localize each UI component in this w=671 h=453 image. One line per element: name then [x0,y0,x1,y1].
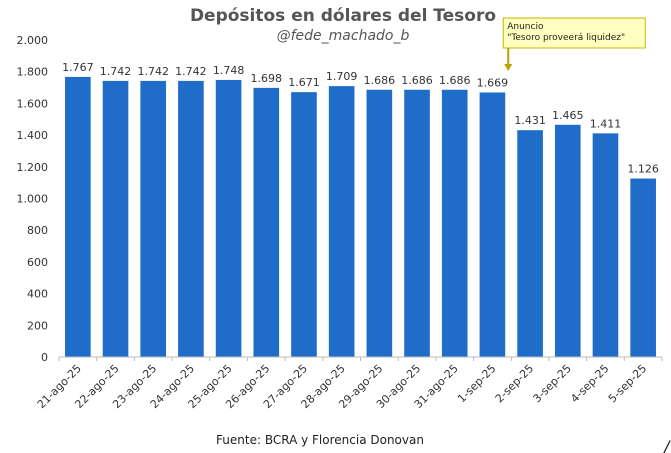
y-tick-label: 2.000 [17,34,49,47]
bar [630,178,656,357]
x-tick-label: 2-sep-25 [493,362,536,405]
annotation: Anuncio"Tesoro proveerá liquidez" [502,17,646,71]
bar-value-label: 1.709 [326,70,358,83]
bar-value-label: 1.748 [213,64,245,77]
bar-value-label: 1.686 [439,74,471,87]
bar [253,87,280,357]
bar [178,80,204,357]
bars-group [65,76,656,358]
bar [441,89,468,358]
y-tick-label: 800 [27,224,48,237]
x-tick-label: 5-sep-25 [606,362,649,405]
bar-value-label: 1.686 [401,74,433,87]
data-labels-group: 1.767 1.742 1.742 1.742 1.748 1.698 1.671 1.709… [62,61,659,176]
bar [404,89,430,358]
y-tick-label: 1.800 [17,66,49,79]
bar-value-label: 1.742 [100,65,132,78]
bar [366,89,393,358]
annotation-text: Anuncio [507,22,544,32]
x-tick-label: 3-sep-25 [530,362,573,405]
source-note: Fuente: BCRA y Florencia Donovan [216,433,424,447]
y-tick-label: 1.200 [17,161,49,174]
bar [291,92,317,358]
bar [140,80,167,357]
bar [65,76,91,358]
y-tick-label: 400 [27,288,48,301]
bar-value-label: 1.742 [175,65,207,78]
bar [479,92,506,357]
bar-value-label: 1.669 [477,76,509,89]
annotation-text: "Tesoro proveerá liquidez" [507,33,625,43]
x-axis: 21-ago-2522-ago-2523-ago-2524-ago-2525-a… [35,357,663,411]
bar [517,130,543,357]
corner-mark: / [662,437,671,453]
bar-value-label: 1.465 [552,109,584,122]
y-tick-label: 600 [27,256,48,269]
bar [328,86,355,357]
bar [554,124,581,357]
bar-value-label: 1.126 [627,163,659,176]
chart-title: Depósitos en dólares del Tesoro [190,6,496,26]
chart-subtitle: @fede_machado_b [277,28,410,44]
annotation-arrow-head [504,64,513,71]
bar [215,79,242,357]
y-tick-label: 1.400 [17,129,49,142]
bar-value-label: 1.742 [137,65,169,78]
y-tick-label: 200 [27,319,48,332]
y-tick-label: 1.600 [17,97,49,110]
bar-value-label: 1.671 [288,76,320,89]
x-tick-label: 4-sep-25 [568,362,611,405]
y-tick-label: 0 [41,351,48,364]
bar-value-label: 1.698 [251,72,283,85]
bar-value-label: 1.686 [364,74,396,87]
y-axis: 0 200 400 600 800 1.000 1.200 1.400 1.600 1.800 2.… [17,34,49,364]
bar [592,133,619,357]
bar [102,80,129,357]
bar-value-label: 1.431 [514,114,546,127]
bar-value-label: 1.411 [590,117,622,130]
x-tick-label: 1-sep-25 [455,362,498,405]
annotation-box [502,17,646,49]
y-tick-label: 1.000 [17,193,49,206]
bar-value-label: 1.767 [62,61,94,74]
